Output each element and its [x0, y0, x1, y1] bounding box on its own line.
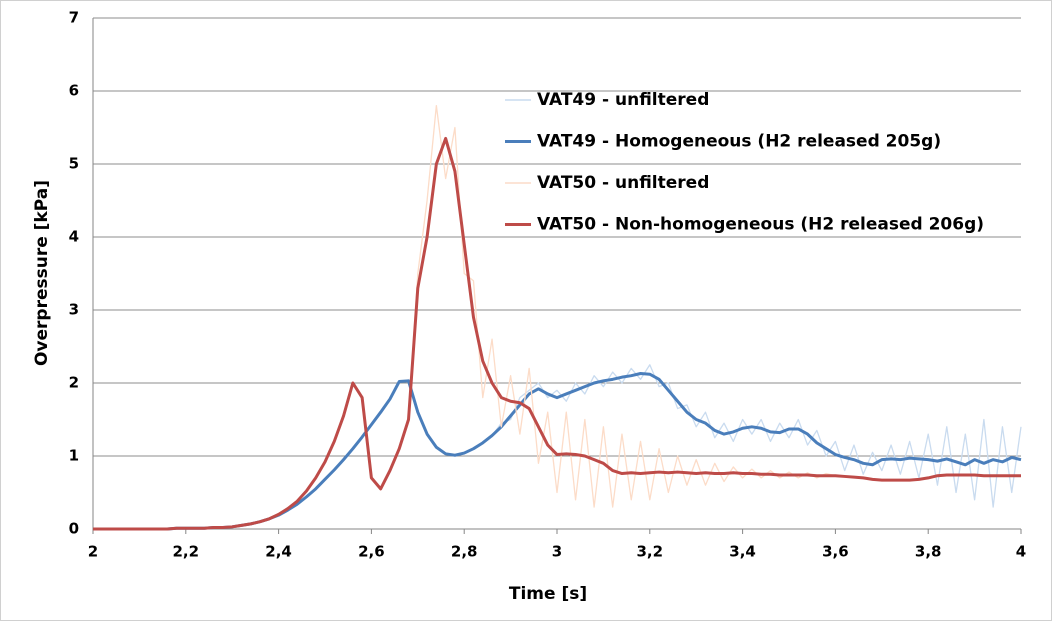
y-tick-label: 0 [69, 520, 79, 538]
legend-label: VAT50 - Non-homogeneous (H2 released 206… [537, 215, 984, 235]
y-tick-label: 4 [69, 228, 79, 246]
y-tick-label: 7 [69, 9, 79, 27]
y-tick-label: 3 [69, 301, 79, 319]
x-tick-label: 2,4 [265, 543, 292, 561]
x-tick-label: 2 [88, 543, 98, 561]
x-tick-label: 2,8 [451, 543, 478, 561]
legend-label: VAT49 - Homogeneous (H2 released 205g) [537, 132, 941, 152]
x-axis-label: Time [s] [509, 584, 587, 604]
y-axis-label: Overpressure [kPa] [32, 180, 52, 366]
y-tick-label: 1 [69, 447, 79, 465]
x-tick-label: 4 [1016, 543, 1026, 561]
y-tick-label: 2 [69, 374, 79, 392]
y-tick-label: 5 [69, 155, 79, 173]
legend-label: VAT50 - unfiltered [537, 173, 709, 193]
x-tick-label: 2,2 [173, 543, 200, 561]
x-tick-label: 3,4 [729, 543, 756, 561]
series-line [93, 136, 1021, 531]
x-tick-label: 3,2 [637, 543, 664, 561]
y-tick-label: 6 [69, 82, 79, 100]
x-tick-label: 3,8 [915, 543, 942, 561]
legend-label: VAT49 - unfiltered [537, 90, 709, 110]
x-tick-label: 3 [552, 543, 562, 561]
x-tick-label: 3,6 [822, 543, 849, 561]
x-tick-label: 2,6 [358, 543, 385, 561]
